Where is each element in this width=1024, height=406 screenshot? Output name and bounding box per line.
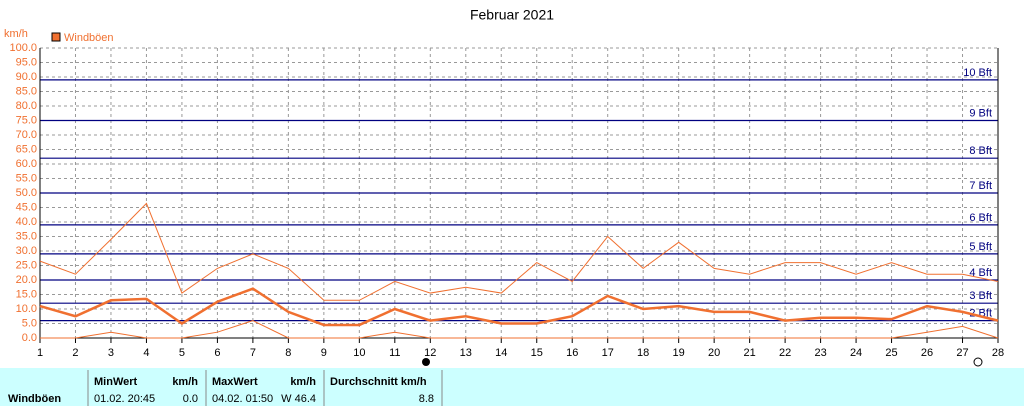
col-header: MinWert: [94, 376, 138, 388]
y-tick-label: 5.0: [22, 317, 37, 329]
x-tick-label: 5: [179, 347, 185, 359]
col-unit: km/h: [172, 376, 198, 388]
col-time: 01.02. 20:45: [94, 393, 155, 405]
beaufort-label: 9 Bft: [969, 107, 992, 119]
x-tick-label: 14: [495, 347, 507, 359]
x-tick-label: 19: [673, 347, 685, 359]
summary-panel: [0, 368, 1024, 406]
beaufort-label: 8 Bft: [969, 145, 992, 157]
x-tick-label: 22: [779, 347, 791, 359]
col-value: 0.0: [183, 393, 198, 405]
moon-icon: [973, 357, 983, 367]
x-tick-label: 16: [566, 347, 578, 359]
y-tick-label: 50.0: [16, 187, 37, 199]
beaufort-label: 7 Bft: [969, 180, 992, 192]
x-tick-label: 9: [321, 347, 327, 359]
x-tick-label: 11: [389, 347, 400, 359]
y-tick-label: 0.0: [22, 332, 37, 344]
beaufort-label: 6 Bft: [969, 212, 992, 224]
y-tick-label: 75.0: [16, 114, 37, 126]
y-unit: km/h: [4, 28, 28, 40]
panel-separators: [87, 370, 443, 406]
y-tick-label: 60.0: [16, 158, 37, 170]
x-tick-label: 20: [708, 347, 720, 359]
x-tick-label: 17: [602, 347, 614, 359]
x-tick-label: 13: [460, 347, 472, 359]
x-tick-label: 23: [814, 347, 826, 359]
y-tick-label: 85.0: [16, 85, 37, 97]
x-tick-label: 28: [992, 347, 1004, 359]
x-tick-label: 26: [921, 347, 933, 359]
x-tick-label: 18: [637, 347, 649, 359]
y-tick-label: 90.0: [16, 71, 37, 83]
col-unit: km/h: [290, 376, 316, 388]
series-line: [39, 202, 999, 301]
x-tick-label: 24: [850, 347, 862, 359]
col-header: MaxWert: [212, 376, 258, 388]
moon-icon: [422, 358, 430, 366]
x-tick-label: 12: [424, 347, 436, 359]
beaufort-label: 3 Bft: [969, 290, 992, 302]
chart-title: Februar 2021: [470, 7, 554, 23]
y-tick-label: 25.0: [16, 259, 37, 271]
col-header: Durchschnitt km/h: [330, 376, 427, 388]
row-label: Windböen: [8, 393, 61, 405]
y-tick-label: 80.0: [16, 100, 37, 112]
beaufort-label: 10 Bft: [963, 67, 992, 79]
y-tick-label: 95.0: [16, 56, 37, 68]
beaufort-label: 4 Bft: [969, 267, 992, 279]
x-tick-label: 2: [72, 347, 78, 359]
col-value: 8.8: [419, 393, 434, 405]
series-line: [39, 287, 999, 327]
y-tick-label: 45.0: [16, 201, 37, 213]
y-tick-label: 30.0: [16, 245, 37, 257]
x-tick-label: 8: [285, 347, 291, 359]
x-tick-label: 25: [885, 347, 897, 359]
y-tick-label: 20.0: [16, 274, 37, 286]
col-time: 04.02. 01:50: [212, 393, 273, 405]
x-tick-label: 1: [37, 347, 43, 359]
y-tick-label: 55.0: [16, 172, 37, 184]
x-tick-label: 15: [531, 347, 543, 359]
y-tick-label: 10.0: [16, 303, 37, 315]
series-line: [40, 320, 999, 339]
y-tick-label: 65.0: [16, 143, 37, 155]
x-tick-label: 6: [214, 347, 220, 359]
col-value: W 46.4: [281, 393, 316, 405]
x-tick-label: 21: [744, 347, 756, 359]
x-tick-label: 3: [108, 347, 114, 359]
beaufort-label: 5 Bft: [969, 241, 992, 253]
legend-swatch: [51, 32, 61, 42]
y-tick-label: 15.0: [16, 288, 37, 300]
y-tick-label: 40.0: [16, 216, 37, 228]
x-tick-label: 27: [956, 347, 968, 359]
x-tick-label: 10: [353, 347, 365, 359]
y-tick-label: 35.0: [16, 230, 37, 242]
legend-label: Windböen: [64, 32, 114, 44]
x-tick-label: 4: [143, 347, 149, 359]
x-tick-label: 7: [250, 347, 256, 359]
y-tick-label: 70.0: [16, 129, 37, 141]
y-tick-label: 100.0: [9, 42, 37, 54]
